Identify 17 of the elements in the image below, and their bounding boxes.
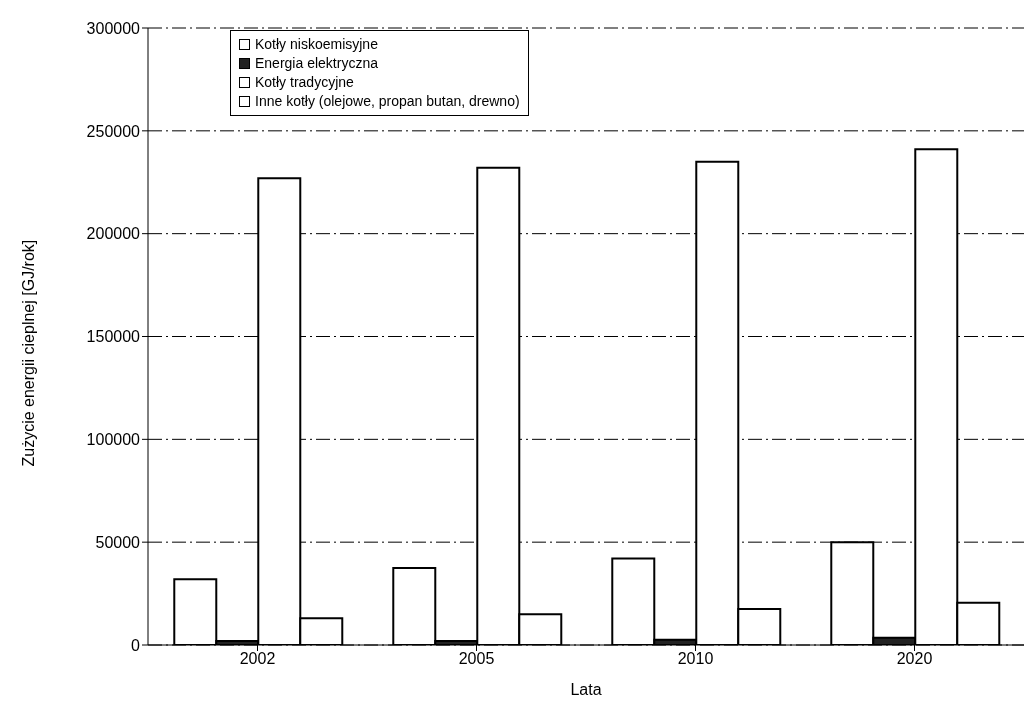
y-tick-label: 100000 bbox=[86, 431, 141, 449]
x-tick-label: 2002 bbox=[239, 650, 276, 668]
y-tick-label: 150000 bbox=[86, 328, 141, 346]
y-axis-title: Zużycie energii cieplnej [GJ/rok] bbox=[19, 239, 37, 467]
legend-label: Inne kotły (olejowe, propan butan, drewno) bbox=[255, 92, 520, 111]
x-tick-label: 2005 bbox=[458, 650, 495, 668]
y-tick-label: 50000 bbox=[95, 533, 141, 551]
legend-label: Kotły niskoemisyjne bbox=[255, 35, 378, 54]
x-axis-title: Lata bbox=[570, 681, 602, 698]
y-tick-label: 200000 bbox=[86, 225, 141, 243]
legend-label: Energia elektryczna bbox=[255, 54, 378, 73]
y-tick-label: 250000 bbox=[86, 122, 141, 140]
x-tick-label: 2020 bbox=[896, 650, 933, 668]
legend-label: Kotły tradycyjne bbox=[255, 73, 354, 92]
y-tick-label: 300000 bbox=[86, 19, 141, 37]
y-tick-label: 0 bbox=[131, 636, 141, 654]
x-tick-label: 2010 bbox=[677, 650, 714, 668]
